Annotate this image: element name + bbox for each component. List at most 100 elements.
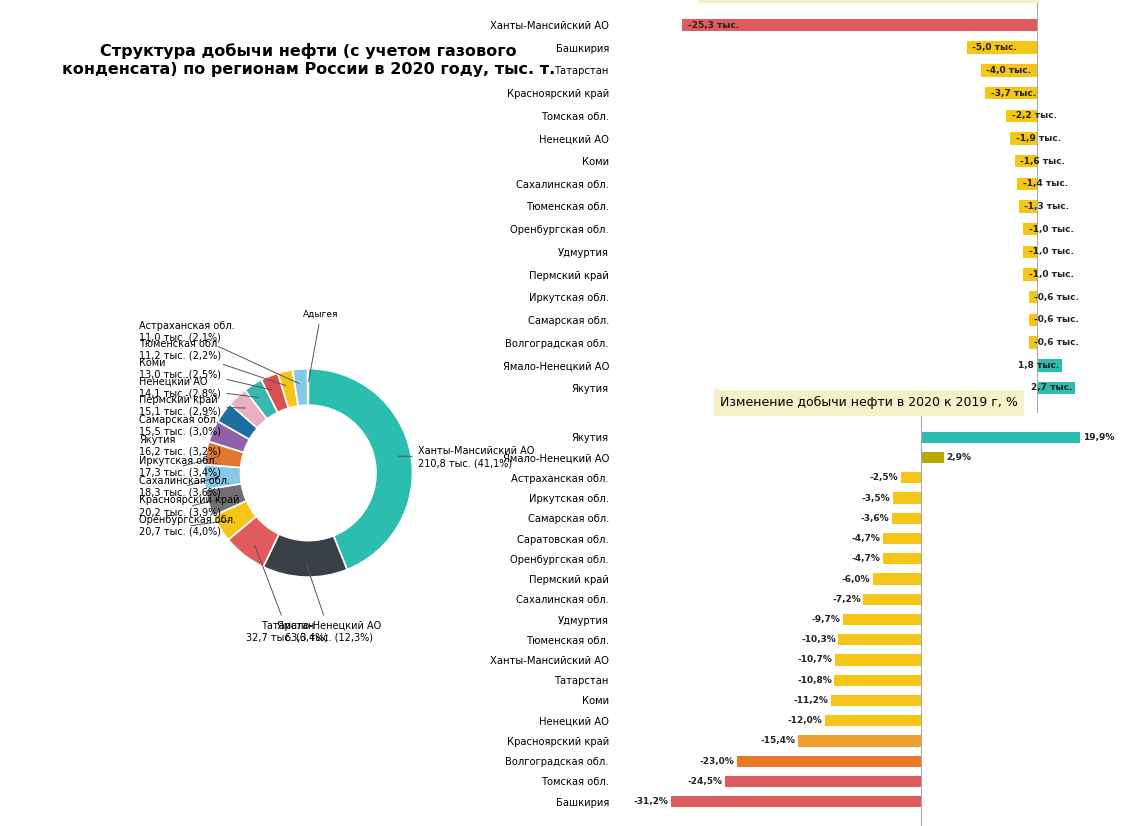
Bar: [1029, 314, 1037, 326]
Bar: [1010, 132, 1037, 145]
Text: Ханты-Мансийский АО
210,8 тыс. (41,1%): Ханты-Мансийский АО 210,8 тыс. (41,1%): [398, 446, 534, 468]
Bar: [892, 492, 920, 504]
Text: -2,5%: -2,5%: [870, 473, 898, 482]
Text: -23,0%: -23,0%: [700, 757, 734, 766]
Text: Ямало-Ненецкий АО
63,3 тыс. (12,3%): Ямало-Ненецкий АО 63,3 тыс. (12,3%): [277, 564, 381, 642]
Text: -12,0%: -12,0%: [788, 716, 823, 725]
Text: Самарская обл.
15,5 тыс. (3,0%): Самарская обл. 15,5 тыс. (3,0%): [139, 415, 233, 437]
Text: -0,6 тыс.: -0,6 тыс.: [1034, 338, 1080, 347]
Wedge shape: [217, 404, 258, 439]
Bar: [985, 87, 1037, 99]
Text: -3,7 тыс.: -3,7 тыс.: [991, 88, 1036, 97]
Text: 2,9%: 2,9%: [946, 453, 972, 462]
Text: -6,0%: -6,0%: [842, 575, 870, 583]
Bar: [1018, 178, 1037, 190]
Text: -3,5%: -3,5%: [862, 494, 890, 502]
Bar: [835, 654, 920, 666]
Text: -5,0 тыс.: -5,0 тыс.: [973, 43, 1018, 52]
Bar: [1007, 110, 1037, 122]
Bar: [1022, 268, 1037, 281]
Bar: [920, 452, 944, 463]
Text: -4,7%: -4,7%: [852, 534, 881, 543]
Text: Коми
13,0 тыс. (2,5%): Коми 13,0 тыс. (2,5%): [139, 358, 272, 390]
Bar: [797, 735, 920, 747]
Bar: [825, 715, 920, 726]
Title: Изменение добычи нефти в 2020 к 2019 г, %: Изменение добычи нефти в 2020 к 2019 г, …: [720, 396, 1018, 409]
Text: 2,7 тыс.: 2,7 тыс.: [1030, 383, 1072, 392]
Text: -4,7%: -4,7%: [852, 554, 881, 563]
Wedge shape: [263, 534, 348, 577]
Text: -10,8%: -10,8%: [797, 676, 832, 685]
Bar: [883, 533, 920, 544]
Wedge shape: [245, 380, 278, 419]
Bar: [873, 573, 920, 585]
Text: -1,4 тыс.: -1,4 тыс.: [1022, 179, 1068, 188]
Text: -15,4%: -15,4%: [760, 737, 795, 745]
Text: -10,7%: -10,7%: [798, 656, 833, 664]
Text: Тюменская обл.
11,2 тыс. (2,2%): Тюменская обл. 11,2 тыс. (2,2%): [139, 339, 286, 386]
Bar: [1019, 200, 1037, 213]
Bar: [683, 19, 1037, 31]
Text: Ненецкий АО
14,1 тыс. (2,8%): Ненецкий АО 14,1 тыс. (2,8%): [139, 377, 259, 398]
Text: -1,0 тыс.: -1,0 тыс.: [1029, 247, 1074, 256]
Bar: [724, 776, 920, 787]
Wedge shape: [204, 464, 241, 490]
Text: -24,5%: -24,5%: [687, 777, 722, 786]
Wedge shape: [209, 421, 250, 453]
Bar: [1037, 382, 1075, 394]
Text: -1,0 тыс.: -1,0 тыс.: [1029, 225, 1074, 234]
Text: Адыгея: Адыгея: [303, 310, 339, 382]
Bar: [1015, 155, 1037, 168]
Text: Астраханская обл.
11,0 тыс. (2,1%): Астраханская обл. 11,0 тыс. (2,1%): [139, 321, 299, 383]
Text: -1,3 тыс.: -1,3 тыс.: [1025, 202, 1069, 211]
Bar: [1029, 336, 1037, 349]
Bar: [892, 513, 920, 524]
Text: Красноярский край
20,2 тыс. (3,9%): Красноярский край 20,2 тыс. (3,9%): [139, 496, 240, 517]
Text: 1,8 тыс.: 1,8 тыс.: [1018, 361, 1059, 370]
Bar: [831, 695, 920, 706]
Bar: [863, 594, 920, 605]
Text: -0,6 тыс.: -0,6 тыс.: [1034, 292, 1080, 301]
Text: Сахалинская обл.
18,3 тыс. (3,6%): Сахалинская обл. 18,3 тыс. (3,6%): [139, 476, 231, 497]
Text: -1,0 тыс.: -1,0 тыс.: [1029, 270, 1074, 279]
Bar: [839, 634, 920, 645]
Text: Оренбургская обл.
20,7 тыс. (4,0%): Оренбургская обл. 20,7 тыс. (4,0%): [139, 515, 237, 537]
Bar: [901, 472, 920, 483]
Wedge shape: [308, 368, 413, 570]
Bar: [736, 756, 920, 767]
Wedge shape: [213, 501, 257, 539]
Wedge shape: [278, 370, 298, 408]
Wedge shape: [204, 441, 243, 468]
Text: Якутия
16,2 тыс. (3,2%): Якутия 16,2 тыс. (3,2%): [139, 435, 228, 457]
Bar: [981, 64, 1037, 77]
Bar: [843, 614, 920, 625]
Text: -25,3 тыс.: -25,3 тыс.: [688, 21, 739, 30]
Text: -7,2%: -7,2%: [832, 595, 861, 604]
Text: -31,2%: -31,2%: [633, 797, 668, 806]
Text: -4,0 тыс.: -4,0 тыс.: [986, 66, 1031, 75]
Bar: [1029, 291, 1037, 303]
Text: -2,2 тыс.: -2,2 тыс.: [1012, 112, 1057, 121]
Bar: [834, 675, 920, 686]
Text: -9,7%: -9,7%: [812, 615, 841, 624]
Bar: [883, 553, 920, 564]
Bar: [671, 796, 920, 807]
Text: Иркутская обл.
17,3 тыс. (3,4%): Иркутская обл. 17,3 тыс. (3,4%): [139, 456, 221, 477]
Text: Пермский край
15,1 тыс. (2,9%): Пермский край 15,1 тыс. (2,9%): [139, 396, 245, 417]
Wedge shape: [230, 390, 267, 428]
Wedge shape: [261, 373, 288, 412]
Wedge shape: [205, 484, 247, 515]
Bar: [920, 432, 1081, 443]
Bar: [1037, 359, 1063, 372]
Text: -1,9 тыс.: -1,9 тыс.: [1016, 134, 1062, 143]
Wedge shape: [229, 516, 279, 567]
Bar: [1022, 223, 1037, 235]
Bar: [966, 41, 1037, 54]
Text: 19,9%: 19,9%: [1083, 433, 1114, 442]
Bar: [1022, 245, 1037, 258]
Text: -1,6 тыс.: -1,6 тыс.: [1020, 157, 1065, 166]
Text: -10,3%: -10,3%: [802, 635, 836, 644]
Text: Татарстан
32,7 тыс. (6,4%): Татарстан 32,7 тыс. (6,4%): [247, 545, 328, 642]
Wedge shape: [293, 368, 308, 406]
Text: -11,2%: -11,2%: [794, 696, 828, 705]
